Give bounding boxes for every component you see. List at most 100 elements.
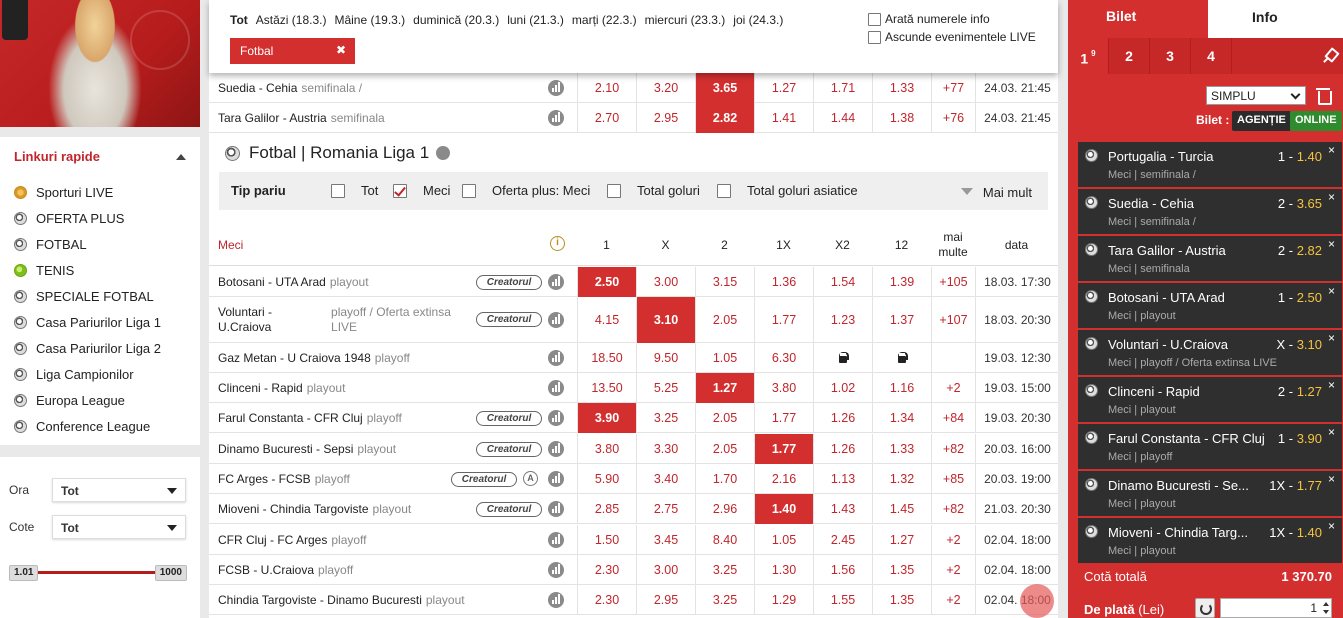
- more-markets[interactable]: +85: [931, 464, 975, 494]
- odd-cell[interactable]: 3.40: [636, 464, 695, 494]
- more-markets[interactable]: +107: [931, 297, 975, 343]
- agentie-button[interactable]: AGENȚIE: [1232, 111, 1291, 131]
- event-name[interactable]: Mioveni - Chindia Targoviste playout: [218, 494, 411, 524]
- stats-icon[interactable]: [548, 380, 564, 396]
- odd-cell[interactable]: 1.27: [695, 373, 754, 403]
- event-name[interactable]: Clinceni - Rapid playout: [218, 373, 345, 403]
- tab-info[interactable]: Info: [1208, 0, 1343, 38]
- ticket-tab-2[interactable]: 2: [1109, 38, 1150, 74]
- odd-cell[interactable]: 3.00: [636, 555, 695, 585]
- odd-cell[interactable]: 1.05: [754, 525, 813, 555]
- sidebar-item[interactable]: FOTBAL: [14, 231, 161, 257]
- creator-badge[interactable]: Creatorul: [476, 312, 542, 327]
- date-tab[interactable]: Astăzi (18.3.): [255, 13, 327, 27]
- checkbox[interactable]: [868, 30, 881, 44]
- odd-cell[interactable]: 1.23: [813, 297, 872, 343]
- odd-cell[interactable]: 1.43: [813, 494, 872, 524]
- close-icon[interactable]: ×: [1327, 237, 1335, 251]
- odd-cell[interactable]: 1.41: [754, 103, 813, 133]
- stats-icon[interactable]: [548, 274, 564, 290]
- odd-cell[interactable]: 3.80: [577, 434, 636, 464]
- close-icon[interactable]: ×: [1327, 519, 1335, 533]
- info-icon[interactable]: i: [550, 236, 565, 251]
- bet-type-select[interactable]: SIMPLU: [1206, 86, 1306, 105]
- odd-cell[interactable]: 2.70: [577, 103, 636, 133]
- creator-badge[interactable]: Creatorul: [451, 472, 517, 487]
- range-max-handle[interactable]: 1000: [154, 565, 187, 581]
- odd-cell[interactable]: 1.44: [813, 103, 872, 133]
- odd-cell[interactable]: 2.05: [695, 434, 754, 464]
- more-markets[interactable]: +84: [931, 403, 975, 433]
- more-options-toggle[interactable]: Mai mult: [960, 185, 1032, 200]
- odd-cell[interactable]: 3.80: [754, 373, 813, 403]
- betslip-selection[interactable]: Clinceni - Rapid 2 - 1.27 Meci | playout ×: [1078, 377, 1342, 422]
- more-markets[interactable]: [931, 343, 975, 373]
- stats-icon[interactable]: [548, 350, 564, 366]
- odd-cell[interactable]: 3.90: [577, 403, 636, 433]
- more-markets[interactable]: +105: [931, 267, 975, 297]
- odd-cell[interactable]: 1.56: [813, 555, 872, 585]
- close-icon[interactable]: ×: [1327, 378, 1335, 392]
- odd-cell[interactable]: 8.40: [695, 525, 754, 555]
- more-markets[interactable]: +2: [931, 585, 975, 615]
- odd-cell[interactable]: 3.30: [636, 434, 695, 464]
- odd-cell[interactable]: 1.45: [872, 494, 931, 524]
- odd-cell[interactable]: 1.77: [754, 434, 813, 464]
- odd-cell[interactable]: 1.29: [754, 585, 813, 615]
- odd-cell[interactable]: 1.77: [754, 297, 813, 343]
- betslip-selection[interactable]: Portugalia - Turcia 1 - 1.40 Meci | semifi…: [1078, 142, 1342, 187]
- cote-select[interactable]: Tot: [52, 515, 186, 539]
- checkbox[interactable]: [607, 183, 621, 198]
- odd-cell[interactable]: 1.70: [695, 464, 754, 494]
- bet-type-total-goluri[interactable]: Total goluri: [607, 183, 700, 198]
- close-icon[interactable]: ×: [1327, 143, 1335, 157]
- stats-icon[interactable]: [548, 501, 564, 517]
- sport-filter-chip[interactable]: Fotbal ✖: [230, 38, 355, 64]
- odd-cell[interactable]: 1.36: [754, 267, 813, 297]
- odd-cell[interactable]: 1.39: [872, 267, 931, 297]
- odd-cell[interactable]: 1.32: [872, 464, 931, 494]
- odd-cell[interactable]: 2.05: [695, 297, 754, 343]
- checkbox[interactable]: [717, 183, 731, 198]
- odd-cell[interactable]: 1.16: [872, 373, 931, 403]
- col-meci[interactable]: Meci: [218, 237, 244, 252]
- odd-cell[interactable]: 1.27: [872, 525, 931, 555]
- close-icon[interactable]: ×: [1327, 331, 1335, 345]
- refresh-icon[interactable]: [1195, 598, 1215, 618]
- event-name[interactable]: Tara Galilor - Austria semifinala: [218, 103, 385, 133]
- more-markets[interactable]: +2: [931, 525, 975, 555]
- odd-cell[interactable]: 6.30: [754, 343, 813, 373]
- odd-cell[interactable]: 18.50: [577, 343, 636, 373]
- ora-select[interactable]: Tot: [52, 478, 186, 502]
- stats-icon[interactable]: [548, 532, 564, 548]
- odd-cell[interactable]: 1.26: [813, 403, 872, 433]
- event-name[interactable]: Farul Constanta - CFR Cluj playoff: [218, 403, 402, 433]
- stats-icon[interactable]: [548, 441, 564, 457]
- odd-cell[interactable]: 1.13: [813, 464, 872, 494]
- odd-cell[interactable]: 3.00: [636, 267, 695, 297]
- odd-cell[interactable]: 3.45: [636, 525, 695, 555]
- stats-icon[interactable]: [548, 110, 564, 126]
- stats-icon[interactable]: [548, 592, 564, 608]
- betslip-selection[interactable]: Voluntari - U.Craiova X - 3.10 Meci | play…: [1078, 330, 1342, 375]
- collapse-caret-icon[interactable]: [176, 154, 186, 160]
- stake-input[interactable]: 1: [1220, 598, 1332, 618]
- date-tab[interactable]: joi (24.3.): [733, 13, 784, 27]
- odds-range-slider[interactable]: 1.01 1000: [9, 565, 187, 581]
- odd-cell[interactable]: 3.20: [636, 73, 695, 103]
- date-tab[interactable]: duminică (20.3.): [413, 13, 500, 27]
- odd-cell[interactable]: 2.85: [577, 494, 636, 524]
- odd-cell[interactable]: 3.10: [636, 297, 695, 343]
- odd-cell[interactable]: 1.02: [813, 373, 872, 403]
- odd-cell[interactable]: 1.50: [577, 525, 636, 555]
- odd-cell[interactable]: 1.54: [813, 267, 872, 297]
- event-name[interactable]: Chindia Targoviste - Dinamo Bucuresti pla…: [218, 585, 465, 615]
- bet-type-oferta-plus[interactable]: Oferta plus: Meci: [462, 183, 590, 198]
- odd-cell[interactable]: 2.96: [695, 494, 754, 524]
- pin-icon[interactable]: [1323, 49, 1337, 63]
- betslip-selection[interactable]: Farul Constanta - CFR Cluj 1 - 3.90 Meci |…: [1078, 424, 1342, 469]
- odd-cell[interactable]: 3.15: [695, 267, 754, 297]
- sidebar-item[interactable]: Casa Pariurilor Liga 1: [14, 309, 161, 335]
- tab-bilet[interactable]: Bilet: [1068, 0, 1208, 38]
